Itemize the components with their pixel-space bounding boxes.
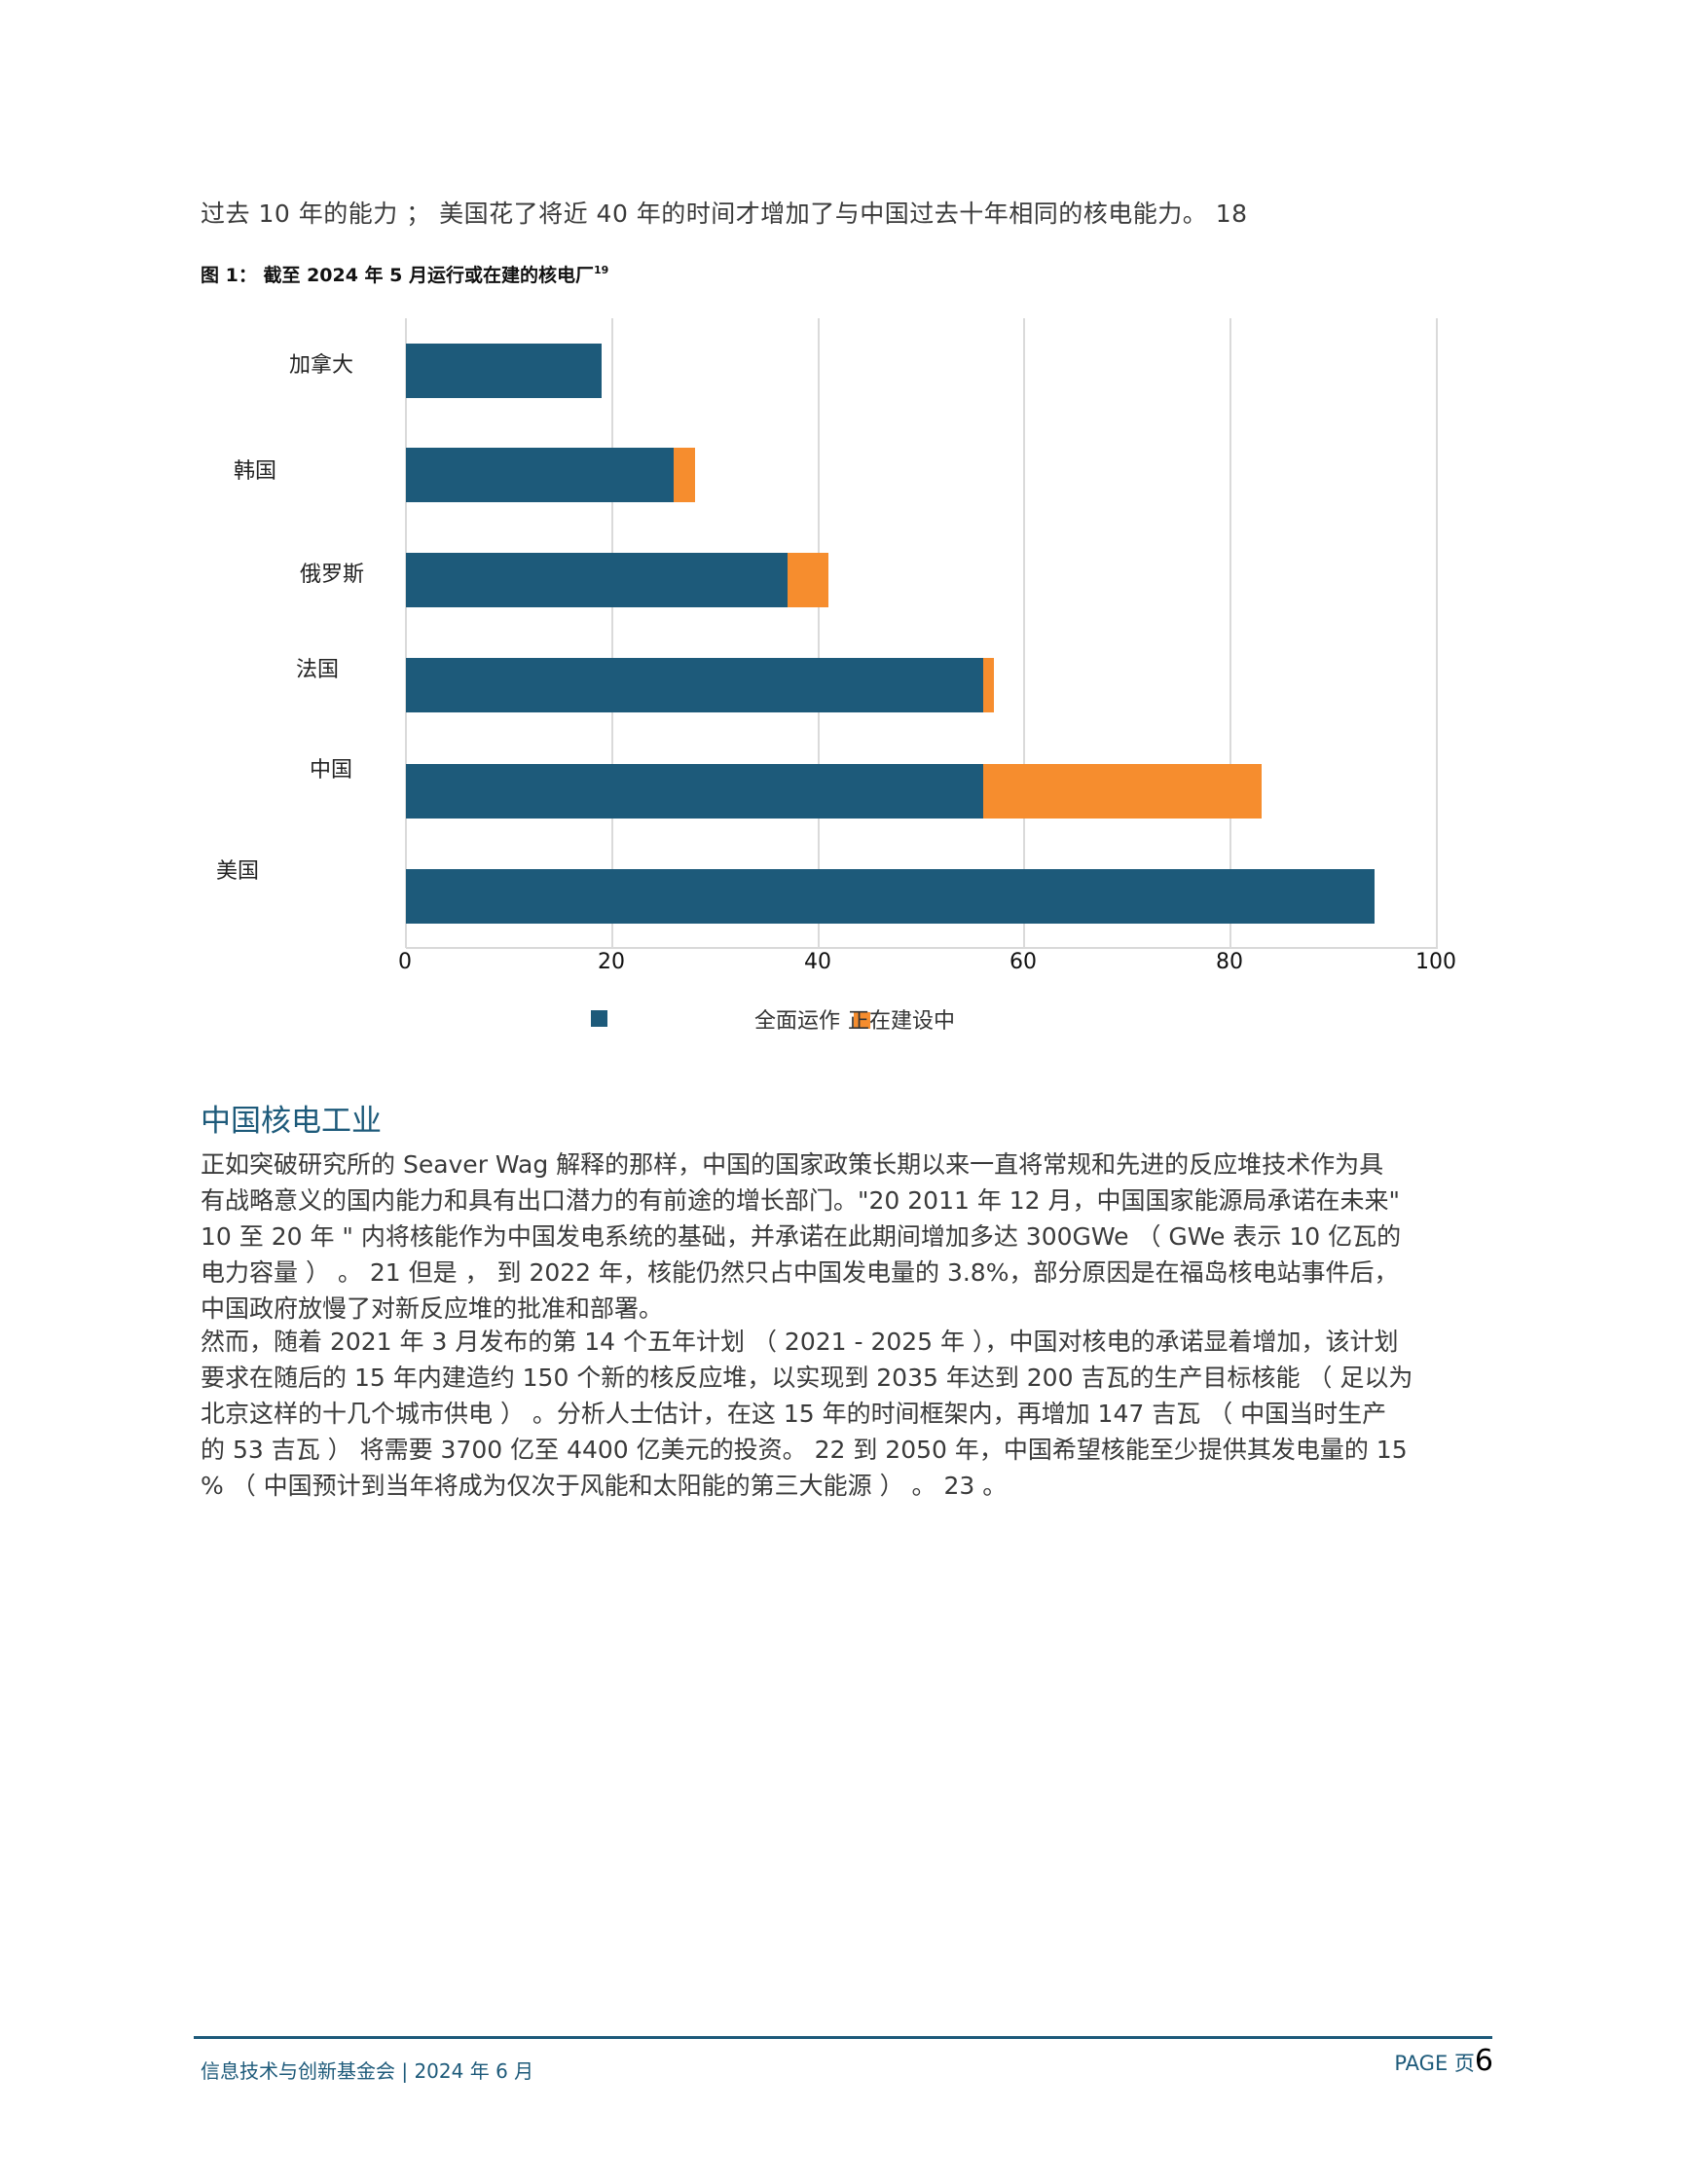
legend-label-construction: 正在建设中: [848, 1009, 956, 1034]
x-tick-20: 20: [598, 950, 625, 974]
segment-construction: [983, 764, 1262, 819]
paragraph-line: 的 53 吉瓦 ） 将需要 3700 亿至 4400 亿美元的投资。 22 到 …: [201, 1436, 1408, 1464]
figure-caption: 图 1： 截至 2024 年 5 月运行或在建的核电厂19: [201, 261, 608, 287]
x-tick-0: 0: [398, 950, 412, 974]
legend-swatch-operating: [591, 1010, 607, 1027]
x-axis-line: [406, 947, 1438, 949]
footer-page: PAGE 页6: [1394, 2044, 1493, 2078]
paragraph-1: 正如突破研究所的 Seaver Wag 解释的那样，中国的国家政策长期以来一直将…: [201, 1147, 1505, 1327]
x-tick-60: 60: [1009, 950, 1037, 974]
paragraph-line: 中国政府放慢了对新反应堆的批准和部署。: [201, 1294, 664, 1323]
gridline-40: [818, 318, 820, 948]
x-tick-80: 80: [1216, 950, 1243, 974]
paragraph-line: 然而，随着 2021 年 3 月发布的第 14 个五年计划 （ 2021 - 2…: [201, 1328, 1399, 1356]
x-tick-100: 100: [1415, 950, 1456, 974]
footer-org-date: 信息技术与创新基金会 | 2024 年 6 月: [201, 2059, 534, 2083]
y-label-usa: 美国: [216, 859, 260, 884]
segment-operating: [406, 344, 603, 398]
legend-label-operating: 全面运作: [754, 1009, 841, 1034]
segment-operating: [406, 448, 675, 502]
paragraph-line: 北京这样的十几个城市供电 ） 。分析人士估计，在这 15 年的时间框架内，再增加…: [201, 1400, 1387, 1428]
segment-operating: [406, 658, 984, 712]
bar-canada: [406, 344, 603, 398]
segment-operating: [406, 764, 984, 819]
figure-caption-text: 图 1： 截至 2024 年 5 月运行或在建的核电厂: [201, 265, 595, 286]
y-label-russia: 俄罗斯: [300, 563, 365, 587]
segment-construction: [787, 553, 829, 607]
y-label-china: 中国: [310, 758, 353, 783]
gridline-100: [1436, 318, 1438, 948]
legend-swatch-construction: [854, 1012, 870, 1029]
bar-france: [406, 658, 994, 712]
gridline-20: [611, 318, 613, 948]
x-tick-40: 40: [804, 950, 831, 974]
section-title: 中国核电工业: [201, 1104, 382, 1139]
paragraph-2: 然而，随着 2021 年 3 月发布的第 14 个五年计划 （ 2021 - 2…: [201, 1324, 1505, 1504]
y-label-korea: 韩国: [234, 459, 277, 484]
y-label-canada: 加拿大: [289, 353, 354, 378]
gridline-0: [405, 318, 407, 948]
bar-chart: 加拿大 韩国 俄罗斯 法国 中国 美国 0 20 40 60 80 100 全面…: [0, 0, 1688, 1051]
paragraph-line: 有战略意义的国内能力和具有出口潜力的有前途的增长部门。"20 2011 年 12…: [201, 1186, 1401, 1215]
gridline-80: [1229, 318, 1231, 948]
segment-operating: [406, 553, 788, 607]
page-label: PAGE 页: [1394, 2052, 1475, 2075]
footnote-ref: 19: [594, 264, 609, 276]
paragraph-line: 电力容量 ） 。 21 但是 ， 到 2022 年，核能仍然只占中国发电量的 3…: [201, 1258, 1399, 1287]
bar-china: [406, 764, 1262, 819]
segment-operating: [406, 869, 1376, 924]
segment-construction: [983, 658, 994, 712]
bar-korea: [406, 448, 695, 502]
intro-text: 过去 10 年的能力 ； 美国花了将近 40 年的时间才增加了与中国过去十年相同…: [201, 200, 1248, 228]
paragraph-line: 10 至 20 年 " 内将核能作为中国发电系统的基础，并承诺在此期间增加多达 …: [201, 1222, 1402, 1251]
bar-russia: [406, 553, 829, 607]
paragraph-line: % （ 中国预计到当年将成为仅次于风能和太阳能的第三大能源 ） 。 23 。: [201, 1472, 1008, 1500]
footer-divider: [194, 2036, 1492, 2039]
bar-usa: [406, 869, 1376, 924]
paragraph-line: 要求在随后的 15 年内建造约 150 个新的核反应堆，以实现到 2035 年达…: [201, 1364, 1413, 1392]
paragraph-line: 正如突破研究所的 Seaver Wag 解释的那样，中国的国家政策长期以来一直将…: [201, 1150, 1384, 1179]
y-label-france: 法国: [296, 658, 340, 682]
gridline-60: [1023, 318, 1025, 948]
segment-construction: [674, 448, 695, 502]
page-number: 6: [1474, 2044, 1493, 2078]
